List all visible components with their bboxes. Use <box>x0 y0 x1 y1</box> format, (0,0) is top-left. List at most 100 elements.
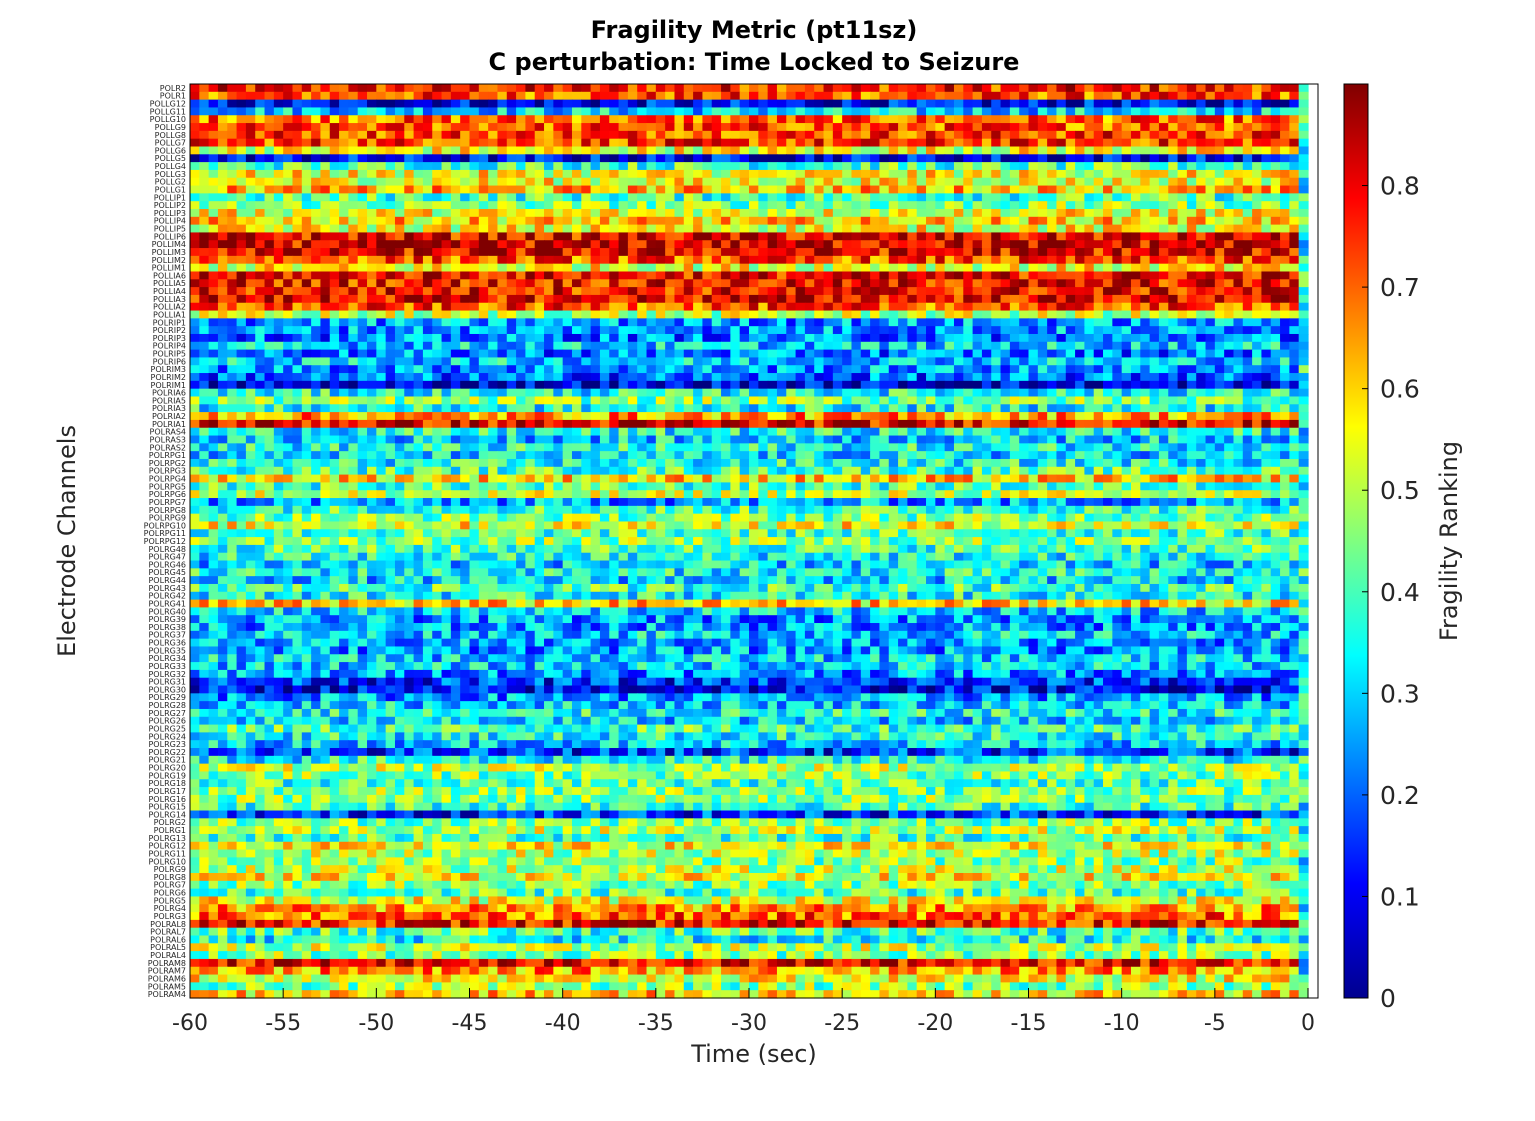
heatmap-cell <box>562 302 573 312</box>
heatmap-cell <box>935 107 946 116</box>
heatmap-cell <box>898 169 908 179</box>
heatmap-cell <box>618 84 629 93</box>
heatmap-cell <box>646 396 657 405</box>
heatmap-cell <box>255 357 266 366</box>
heatmap-cell <box>609 326 620 335</box>
heatmap-cell <box>786 169 797 179</box>
heatmap-cell <box>935 208 946 218</box>
heatmap-cell <box>655 169 666 179</box>
heatmap-cell <box>413 216 424 226</box>
heatmap-cell <box>255 318 266 327</box>
heatmap-cell <box>842 333 853 343</box>
heatmap-cell <box>786 130 797 140</box>
heatmap-cell <box>1186 201 1197 210</box>
heatmap-cell <box>637 388 648 398</box>
heatmap-cell <box>1093 138 1104 148</box>
heatmap-cell <box>394 146 405 155</box>
heatmap-cell <box>1103 396 1113 405</box>
heatmap-cell <box>320 115 331 124</box>
heatmap-cell <box>208 263 219 273</box>
heatmap-cell <box>348 294 359 304</box>
heatmap-cell <box>544 271 554 280</box>
heatmap-cell <box>786 123 797 132</box>
heatmap-cell <box>888 216 899 226</box>
heatmap-cell <box>339 380 349 390</box>
heatmap-cell <box>255 333 266 343</box>
heatmap-cell <box>963 138 974 148</box>
heatmap-cell <box>1186 232 1197 241</box>
heatmap-cell <box>460 279 471 288</box>
heatmap-cell <box>217 255 228 265</box>
heatmap-cell <box>767 185 778 194</box>
heatmap-cell <box>1177 255 1188 265</box>
heatmap-cell <box>339 373 349 382</box>
heatmap-cell <box>972 248 983 257</box>
heatmap-cell <box>190 169 200 179</box>
heatmap-cell <box>926 99 936 109</box>
heatmap-cell <box>1009 388 1020 398</box>
heatmap-cell <box>376 357 387 366</box>
heatmap-cell <box>1186 138 1197 148</box>
heatmap-cell <box>1121 154 1132 163</box>
heatmap-cell <box>870 333 881 343</box>
heatmap-cell <box>916 255 927 265</box>
heatmap-cell <box>1214 91 1225 101</box>
heatmap-cell <box>320 404 331 413</box>
heatmap-cell <box>516 115 526 124</box>
heatmap-cell <box>469 365 480 374</box>
heatmap-cell <box>646 365 657 374</box>
heatmap-cell <box>1093 318 1104 327</box>
heatmap-cell <box>1196 162 1207 171</box>
heatmap-cell <box>963 216 974 226</box>
heatmap-cell <box>1065 169 1076 179</box>
heatmap-cell <box>702 91 713 101</box>
heatmap-cell <box>460 216 471 226</box>
heatmap-cell <box>450 287 461 296</box>
heatmap-cell <box>236 193 247 202</box>
heatmap-cell <box>217 357 228 366</box>
heatmap-cell <box>1298 240 1309 249</box>
heatmap-cell <box>935 279 946 288</box>
heatmap-cell <box>544 302 554 312</box>
heatmap-cell <box>301 380 312 390</box>
heatmap-cell <box>581 201 592 210</box>
heatmap-cell <box>199 380 210 390</box>
heatmap-cell <box>553 107 564 116</box>
heatmap-cell <box>1000 146 1011 155</box>
heatmap-cell <box>217 224 228 234</box>
heatmap-cell <box>711 130 722 140</box>
heatmap-cell <box>506 294 517 304</box>
heatmap-cell <box>665 380 676 390</box>
heatmap-cell <box>562 404 573 413</box>
heatmap-cell <box>702 271 713 280</box>
heatmap-cell <box>1242 232 1253 241</box>
heatmap-cell <box>618 138 629 148</box>
heatmap-cell <box>1242 107 1253 116</box>
heatmap-cell <box>553 240 564 249</box>
heatmap-cell <box>553 185 564 194</box>
heatmap-cell <box>1280 271 1290 280</box>
heatmap-cell <box>544 310 554 319</box>
heatmap-cell <box>1047 302 1058 312</box>
heatmap-cell <box>208 169 219 179</box>
heatmap-cell <box>618 365 629 374</box>
heatmap-cell <box>1298 263 1309 273</box>
heatmap-cell <box>981 138 992 148</box>
heatmap-cell <box>1130 115 1141 124</box>
heatmap-cell <box>870 271 881 280</box>
heatmap-cell <box>609 263 620 273</box>
heatmap-cell <box>1019 224 1030 234</box>
heatmap-cell <box>898 224 908 234</box>
heatmap-cell <box>758 84 769 93</box>
heatmap-cell <box>311 380 322 390</box>
heatmap-cell <box>590 91 601 101</box>
heatmap-cell <box>525 404 536 413</box>
heatmap-cell <box>767 138 778 148</box>
heatmap-cell <box>329 216 340 226</box>
heatmap-cell <box>273 396 284 405</box>
heatmap-cell <box>655 208 666 218</box>
heatmap-cell <box>823 208 834 218</box>
heatmap-cell <box>953 208 964 218</box>
heatmap-cell <box>1270 216 1281 226</box>
heatmap-cell <box>1037 357 1048 366</box>
